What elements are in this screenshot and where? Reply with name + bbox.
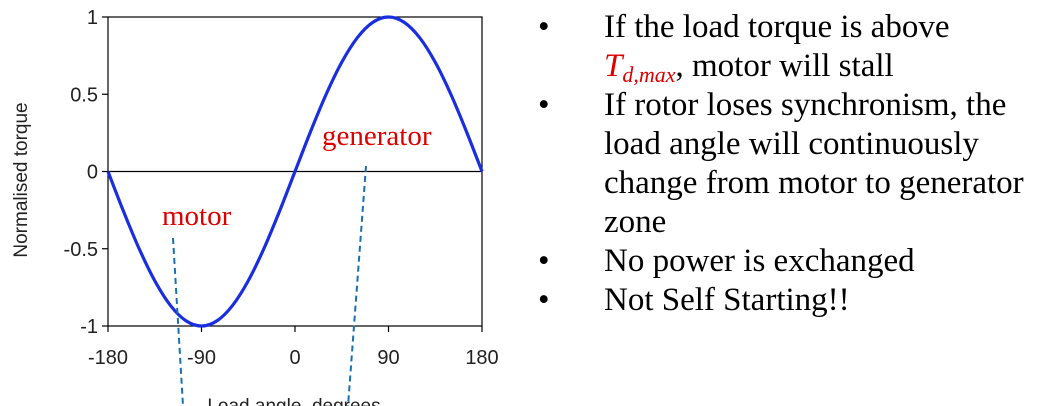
x-tick-label: 180 xyxy=(465,347,498,369)
bullet-item: • Not Self Starting!! xyxy=(532,281,1037,320)
x-tick-label: 90 xyxy=(377,347,399,369)
bullet-item: • No power is exchanged xyxy=(532,242,1037,281)
bullet-text: No power is exchanged xyxy=(604,243,915,279)
bullet-item: • If rotor loses synchronism, the load a… xyxy=(532,86,1037,242)
series-line xyxy=(106,15,484,328)
y-tick-label: 0.5 xyxy=(70,84,98,106)
motor-leader-line xyxy=(172,237,184,406)
x-tick-label: -90 xyxy=(187,347,216,369)
bullet-marker: • xyxy=(538,243,550,279)
y-axis-label: Normalised torque xyxy=(11,102,32,257)
x-tick-label: 0 xyxy=(289,347,300,369)
bullet-text: Not Self Starting!! xyxy=(604,282,850,318)
y-tick-label: -0.5 xyxy=(64,239,98,261)
torque-max-symbol: Td,max xyxy=(604,48,676,87)
y-tick-label: -1 xyxy=(80,316,98,338)
annotation-leaders xyxy=(172,165,367,406)
bullet-text-suffix: , motor will stall xyxy=(675,48,894,84)
x-axis-label: Load angle, degrees xyxy=(207,396,380,406)
torque-symbol-subscript: d,max xyxy=(622,62,676,87)
bullet-marker: • xyxy=(538,9,550,45)
generator-leader-line xyxy=(347,165,367,406)
torque-symbol: T xyxy=(604,48,623,84)
bullet-item: • If the load torque is above Td,max, mo… xyxy=(532,8,1037,86)
x-tick-label: -180 xyxy=(88,347,128,369)
bullet-list: • If the load torque is above Td,max, mo… xyxy=(532,8,1037,320)
annotation-motor: motor xyxy=(162,200,232,232)
chart-curve xyxy=(106,15,484,328)
bullet-marker: • xyxy=(538,282,550,318)
y-tick-label: 0 xyxy=(87,162,98,184)
bullet-text: If rotor loses synchronism, the load ang… xyxy=(604,87,1024,240)
y-tick-label: 1 xyxy=(87,7,98,29)
torque-angle-chart: 1 0.5 0 -0.5 -1 -180 -90 0 90 180 motor generator… xyxy=(11,7,499,406)
bullet-text: If the load torque is above xyxy=(604,9,950,45)
chart-axes: 1 0.5 0 -0.5 -1 -180 -90 0 90 180 xyxy=(64,7,499,369)
bullet-marker: • xyxy=(538,87,550,123)
annotation-generator: generator xyxy=(322,120,432,152)
